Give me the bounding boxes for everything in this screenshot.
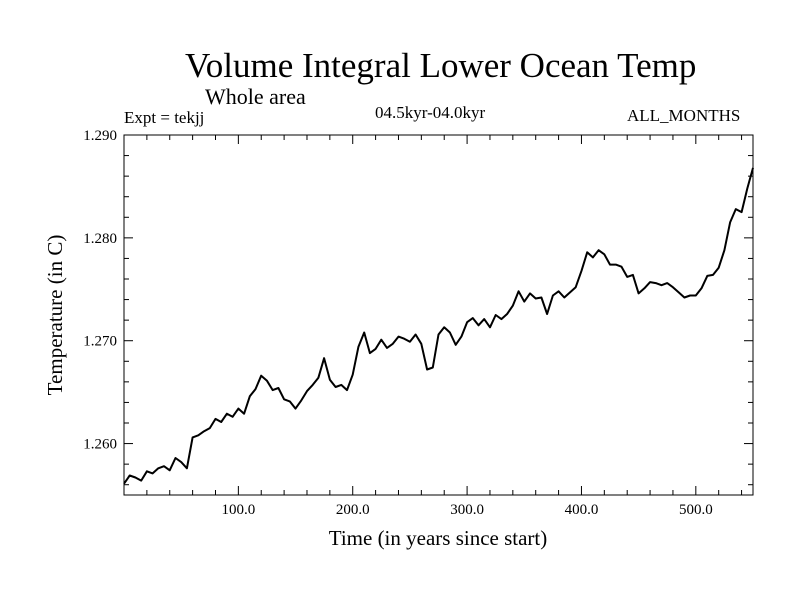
chart-title: Volume Integral Lower Ocean Temp bbox=[185, 46, 697, 85]
axis-ticks bbox=[124, 134, 753, 495]
x-tick-label: 300.0 bbox=[450, 502, 484, 518]
y-tick-label: 1.270 bbox=[83, 334, 117, 350]
chart-subtitle: Whole area bbox=[205, 84, 306, 109]
x-axis-label: Time (in years since start) bbox=[329, 526, 548, 550]
series-line-tekjj bbox=[123, 167, 754, 485]
y-axis-label: Temperature (in C) bbox=[43, 235, 67, 396]
x-tick-label: 500.0 bbox=[679, 502, 713, 518]
y-tick-label: 1.280 bbox=[83, 231, 117, 247]
months-label: ALL_MONTHS bbox=[627, 106, 741, 125]
experiment-label: Expt = tekjj bbox=[124, 108, 205, 127]
x-tick-label: 200.0 bbox=[336, 502, 370, 518]
tick-labels: 100.0 200.0 300.0 400.0 500.0 1.260 1.270 1.280… bbox=[83, 128, 712, 518]
x-tick-label: 100.0 bbox=[221, 502, 255, 518]
period-label: 04.5kyr-04.0kyr bbox=[375, 103, 486, 122]
plot-frame bbox=[123, 134, 754, 496]
x-tick-label: 400.0 bbox=[565, 502, 599, 518]
y-tick-label: 1.290 bbox=[83, 128, 117, 144]
y-tick-label: 1.260 bbox=[83, 437, 117, 453]
